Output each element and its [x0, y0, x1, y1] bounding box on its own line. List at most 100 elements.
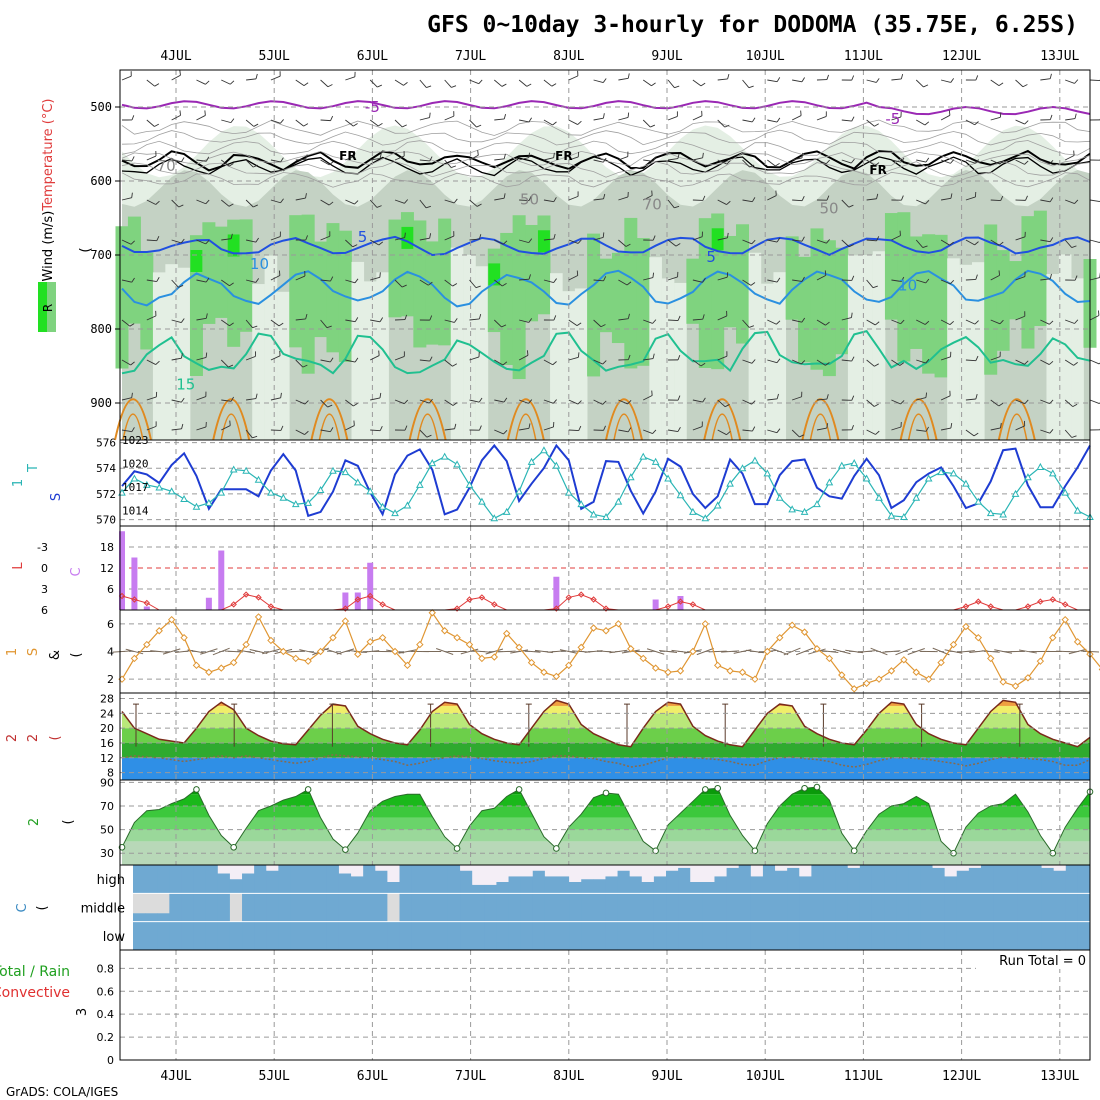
cape-tick-label: 18	[100, 541, 114, 554]
wind-barb	[717, 315, 728, 321]
cloud-bar-high	[338, 873, 352, 894]
wind-barb	[650, 124, 656, 128]
wind-barb	[643, 395, 653, 401]
lifted-index-point	[1061, 601, 1069, 608]
wind-barb	[1072, 403, 1078, 407]
thickness-point	[676, 491, 685, 499]
wind-barb	[848, 244, 854, 248]
wind-barb	[131, 192, 133, 198]
cloud-bar-low	[278, 921, 291, 950]
wind-barb	[603, 425, 606, 431]
cloud-bar-low	[181, 921, 195, 950]
wind-barb	[146, 425, 157, 431]
wind-barb	[205, 352, 208, 358]
cloud-bar-low	[302, 921, 316, 950]
isotherm-20	[605, 398, 643, 441]
wind-barb	[228, 203, 234, 207]
wind-barb	[891, 359, 901, 366]
wind-barb	[1064, 399, 1073, 407]
rh-moist-cell	[984, 224, 998, 375]
cloud-clear-cell	[556, 865, 570, 877]
thickness-point	[180, 495, 188, 503]
wind-barb	[776, 117, 781, 123]
wind-barb	[444, 428, 455, 431]
cloud-bar-low	[593, 921, 606, 950]
rh-contour	[121, 161, 1091, 178]
wind-barb	[469, 238, 480, 241]
cloud-bar-low	[1029, 921, 1043, 950]
cloud-bar-middle	[460, 893, 473, 922]
wind-barb	[568, 429, 579, 432]
cloud-bar-middle	[375, 893, 388, 922]
wind-barb	[245, 279, 256, 283]
cloud-bar-middle	[1065, 893, 1079, 922]
wind-speed-point	[602, 627, 610, 635]
wind-barb	[1065, 199, 1075, 205]
cloud-bar-low	[375, 921, 388, 950]
wind-barb	[999, 112, 1002, 118]
wind-barb	[171, 319, 182, 324]
wind-speed-point	[763, 647, 772, 656]
wind-barb	[1024, 360, 1029, 365]
lifted-index-tick-label: 6	[41, 604, 48, 617]
rh-moist-cell	[438, 218, 452, 346]
wind-barb	[305, 154, 308, 160]
wind-speed-point	[180, 633, 188, 642]
date-label-bottom: 9JUL	[651, 1069, 682, 1084]
cloud-bar-middle	[193, 893, 207, 922]
rh-moist-cell	[897, 212, 911, 362]
thickness-point	[527, 457, 536, 465]
wind-barb-10m	[609, 649, 628, 654]
temp-tick-label: 8	[107, 767, 114, 780]
lifted-index-point	[1037, 598, 1044, 605]
wind-barb	[295, 79, 305, 87]
wind-barb	[1049, 114, 1053, 120]
thickness-point	[564, 488, 573, 496]
pressure-tick-label: 900	[90, 396, 112, 410]
cloud-clear-cell	[653, 865, 667, 877]
rh-dry-plume	[847, 255, 861, 440]
thickness-point	[577, 500, 586, 508]
wind-speed-point	[292, 654, 300, 663]
wind-barb	[270, 199, 281, 204]
cloud-bar-middle	[762, 893, 776, 922]
thickness-point	[490, 514, 499, 522]
cloud-bar-middle	[1041, 893, 1055, 922]
rh-saturated-cell	[537, 230, 550, 253]
wind-barb	[444, 319, 455, 323]
date-label-bottom: 6JUL	[357, 1069, 388, 1084]
cape-tick-label: 12	[100, 562, 114, 575]
thickness-point	[1036, 462, 1045, 470]
wind-barb	[776, 237, 781, 243]
wind-tick-label: 6	[107, 618, 114, 631]
wind-speed-point	[527, 658, 536, 667]
wind-barb	[866, 279, 874, 288]
wind-caption: 1	[5, 648, 20, 656]
wind-speed-point	[850, 685, 858, 693]
wind-barb	[451, 85, 457, 88]
cloud-clear-cell	[266, 865, 279, 871]
wind-speed-point	[254, 613, 263, 621]
cloud-bar-low	[847, 921, 861, 950]
cloud-bar-high	[242, 873, 255, 894]
wind-barb	[850, 158, 855, 164]
wind-barb	[221, 425, 231, 431]
cloud-clear-cell	[520, 865, 534, 877]
wind-barb	[369, 199, 378, 208]
wind-barb	[1064, 239, 1073, 248]
wind-barb-10m	[150, 650, 169, 653]
wind-barb	[792, 199, 803, 202]
wind-barb	[791, 359, 802, 365]
rh-dry-plume	[363, 281, 377, 440]
cloud-caption-units-part: (	[35, 905, 50, 910]
rh-moist-cell	[624, 217, 638, 369]
wind-barb	[767, 79, 778, 83]
wind-barb	[252, 164, 258, 168]
cape-bar	[652, 599, 659, 610]
wind-barb	[179, 70, 181, 76]
wind-speed-point	[838, 671, 846, 679]
wind-barb	[171, 199, 180, 208]
wind-barb	[181, 157, 185, 163]
cloud-clear-cell	[242, 865, 255, 874]
wind-barb	[270, 319, 280, 327]
